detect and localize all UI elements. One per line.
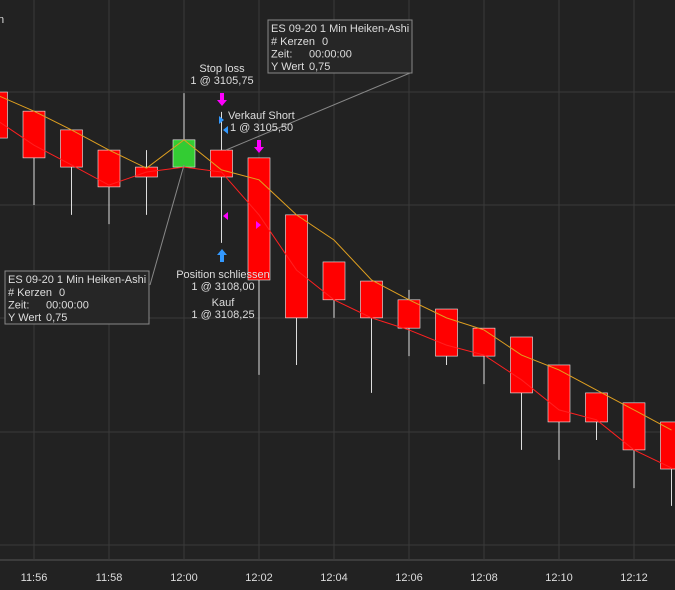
- tooltip-key: # Kerzen: [271, 36, 315, 48]
- order-label: Kauf: [212, 297, 236, 309]
- tooltip-title: ES 09-20 1 Min Heiken-Ashi: [8, 274, 146, 286]
- tooltip-title: ES 09-20 1 Min Heiken-Ashi: [271, 23, 409, 35]
- indicator-line: [0, 121, 672, 469]
- corner-text: n: [0, 14, 4, 26]
- tooltip-key: Y Wert: [271, 61, 304, 73]
- candle-body: [360, 280, 383, 319]
- order-detail: 1 @ 3105,75: [190, 75, 253, 87]
- connector: [225, 72, 411, 151]
- tooltip-value: 00:00:00: [309, 48, 352, 60]
- tooltip-key: Zeit:: [8, 299, 29, 311]
- tooltip-box: [267, 19, 413, 74]
- order-arrow: [217, 249, 227, 262]
- candle-body: [285, 214, 308, 319]
- tooltip-box: [4, 270, 150, 325]
- order-marker: [219, 116, 224, 124]
- x-tick-label: 12:08: [470, 572, 498, 584]
- candle-body: [510, 336, 533, 394]
- order-arrow: [254, 140, 264, 153]
- tooltip-key: Y Wert: [8, 312, 41, 324]
- candle-body: [172, 139, 196, 168]
- x-tick-label: 12:10: [545, 572, 573, 584]
- x-tick-label: 11:56: [21, 572, 48, 584]
- candle-body: [60, 129, 83, 168]
- tooltip-key: # Kerzen: [8, 287, 52, 299]
- x-tick-label: 11:58: [96, 572, 123, 584]
- connector: [149, 164, 185, 286]
- candle-body: [0, 91, 8, 139]
- order-marker: [223, 212, 228, 220]
- candle-body: [547, 364, 571, 423]
- indicator-line: [0, 95, 672, 431]
- candle-body: [472, 327, 496, 357]
- candle-body: [210, 149, 233, 178]
- order-detail: 1 @ 3108,00: [191, 281, 254, 293]
- candle-body: [247, 157, 271, 281]
- tooltip-value: 0: [59, 287, 65, 299]
- tooltip-value: 0,75: [46, 312, 67, 324]
- x-tick-label: 12:04: [320, 572, 348, 584]
- candle-body: [435, 308, 458, 357]
- order-detail: 1 @ 3105,50: [230, 122, 293, 134]
- x-tick-label: 12:06: [395, 572, 423, 584]
- tooltip-value: 00:00:00: [46, 299, 89, 311]
- tooltip-value: 0: [322, 36, 328, 48]
- candle-body: [22, 110, 46, 159]
- order-arrow: [217, 93, 227, 106]
- order-label: Verkauf Short: [228, 110, 295, 122]
- tooltip-value: 0,75: [309, 61, 330, 73]
- order-label: Stop loss: [199, 63, 245, 75]
- order-detail: 1 @ 3108,25: [191, 309, 254, 321]
- order-marker: [223, 126, 228, 134]
- order-label: Position schliessen: [176, 269, 270, 281]
- candle-body: [585, 392, 608, 423]
- x-tick-label: 12:00: [170, 572, 198, 584]
- candle-body: [660, 421, 675, 470]
- x-tick-label: 12:12: [620, 572, 648, 584]
- tooltip-key: Zeit:: [271, 48, 292, 60]
- order-marker: [256, 221, 261, 229]
- x-tick-label: 12:02: [245, 572, 273, 584]
